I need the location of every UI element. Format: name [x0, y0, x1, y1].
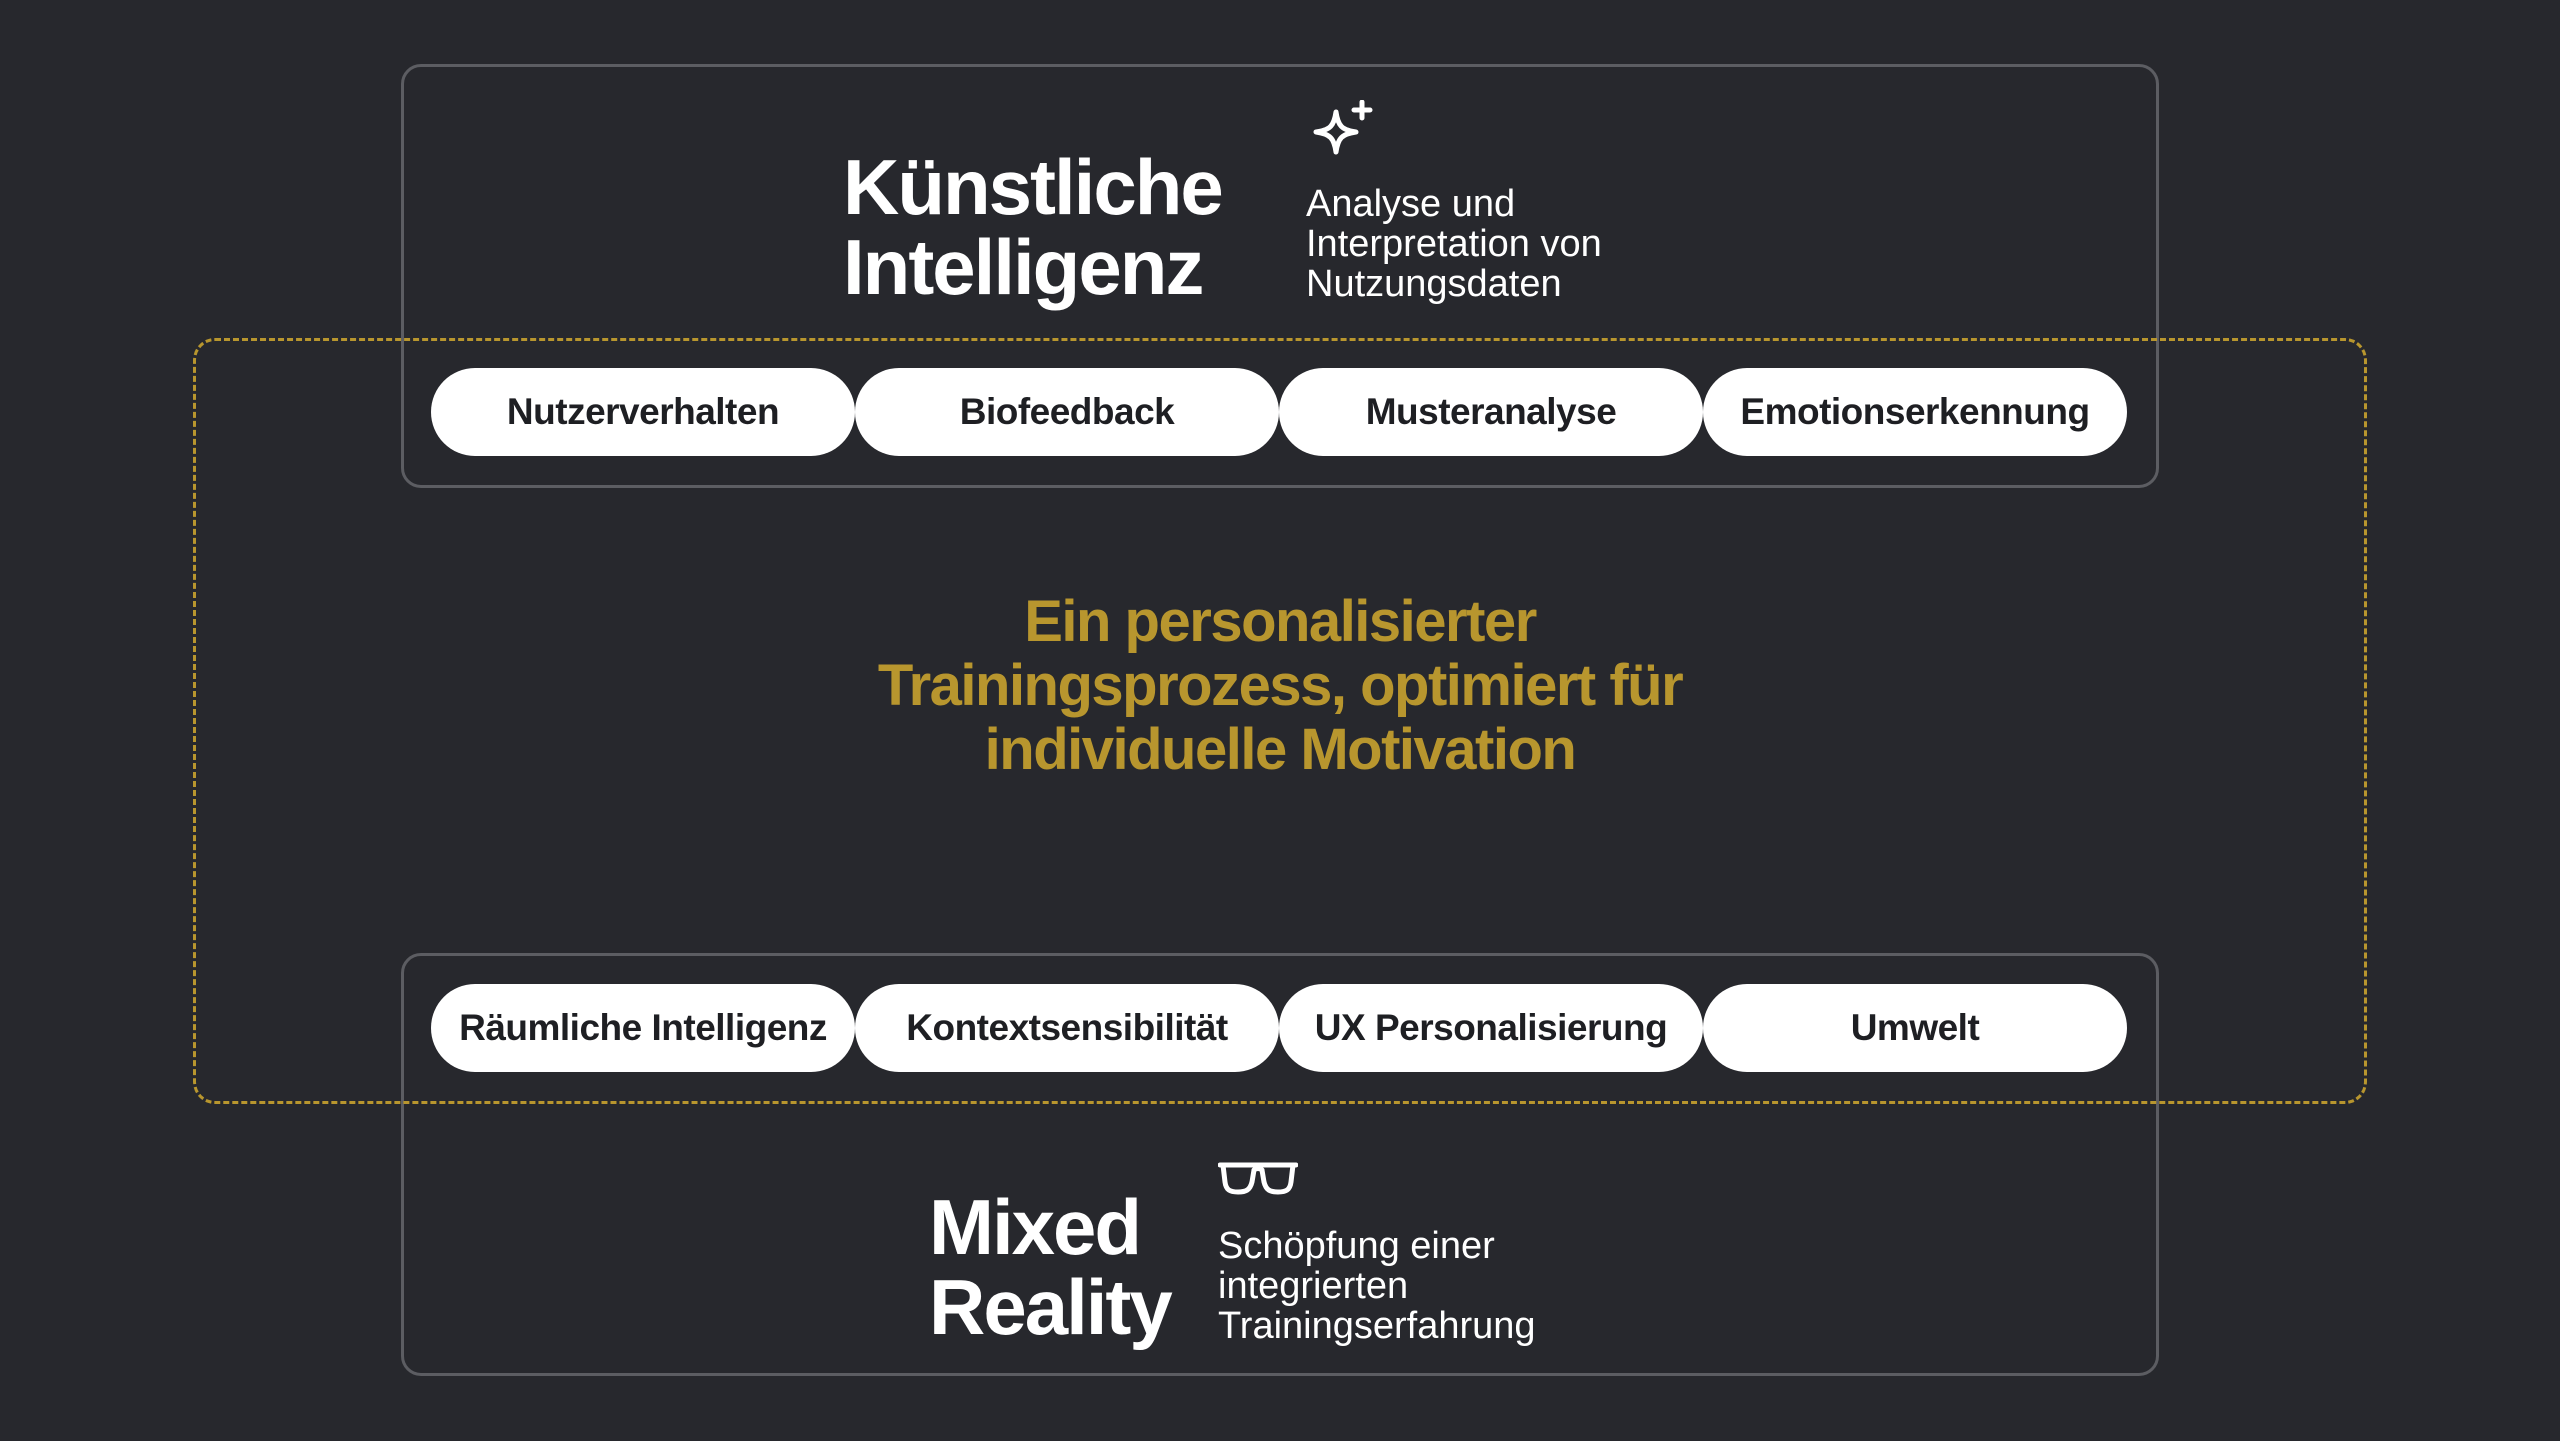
tag-biofeedback: Biofeedback	[855, 368, 1279, 456]
center-statement-line-2: Trainingsprozess, optimiert für	[877, 653, 1684, 718]
mr-description: Schöpfung einer integrierten Trainingser…	[1218, 1226, 1638, 1346]
mr-description-line-2: integrierten	[1218, 1265, 1409, 1307]
sparkle-icon	[1313, 100, 1373, 155]
center-statement: Ein personalisierter Trainingsprozess, o…	[680, 590, 1880, 782]
ai-title-line-1: Künstliche	[843, 143, 1224, 231]
tag-nutzerverhalten: Nutzerverhalten	[431, 368, 855, 456]
ai-description-line-2: Interpretation von	[1306, 223, 1602, 265]
tag-raeumliche-intelligenz: Räumliche Intelligenz	[431, 984, 855, 1072]
center-statement-line-1: Ein personalisierter	[1024, 589, 1537, 654]
ai-description-line-3: Nutzungsdaten	[1306, 263, 1562, 305]
mr-description-line-1: Schöpfung einer	[1218, 1225, 1495, 1267]
glasses-icon	[1218, 1162, 1298, 1195]
ai-description-line-1: Analyse und	[1306, 183, 1516, 225]
tag-emotionserkennung: Emotionserkennung	[1703, 368, 2127, 456]
mixed-reality-section-box	[401, 953, 2159, 1376]
tag-musteranalyse: Musteranalyse	[1279, 368, 1703, 456]
mr-title: Mixed Reality	[929, 1183, 1173, 1351]
tag-ux-personalisierung: UX Personalisierung	[1279, 984, 1703, 1072]
mr-title-line-1: Mixed	[929, 1183, 1142, 1271]
personalized-process-frame	[193, 338, 2367, 1104]
mr-description-line-3: Trainingserfahrung	[1218, 1305, 1536, 1347]
center-statement-line-3: individuelle Motivation	[984, 717, 1577, 782]
ai-section-box	[401, 64, 2159, 488]
ai-description: Analyse und Interpretation von Nutzungsd…	[1306, 184, 1726, 304]
tag-kontextsensibilitaet: Kontextsensibilität	[855, 984, 1279, 1072]
mr-tag-row: Räumliche Intelligenz Kontextsensibilitä…	[431, 984, 2129, 1072]
mr-title-line-2: Reality	[929, 1263, 1173, 1351]
ai-title-line-2: Intelligenz	[843, 223, 1204, 311]
ai-tag-row: Nutzerverhalten Biofeedback Musteranalys…	[431, 368, 2129, 456]
tag-umwelt: Umwelt	[1703, 984, 2127, 1072]
ai-title: Künstliche Intelligenz	[843, 143, 1224, 311]
